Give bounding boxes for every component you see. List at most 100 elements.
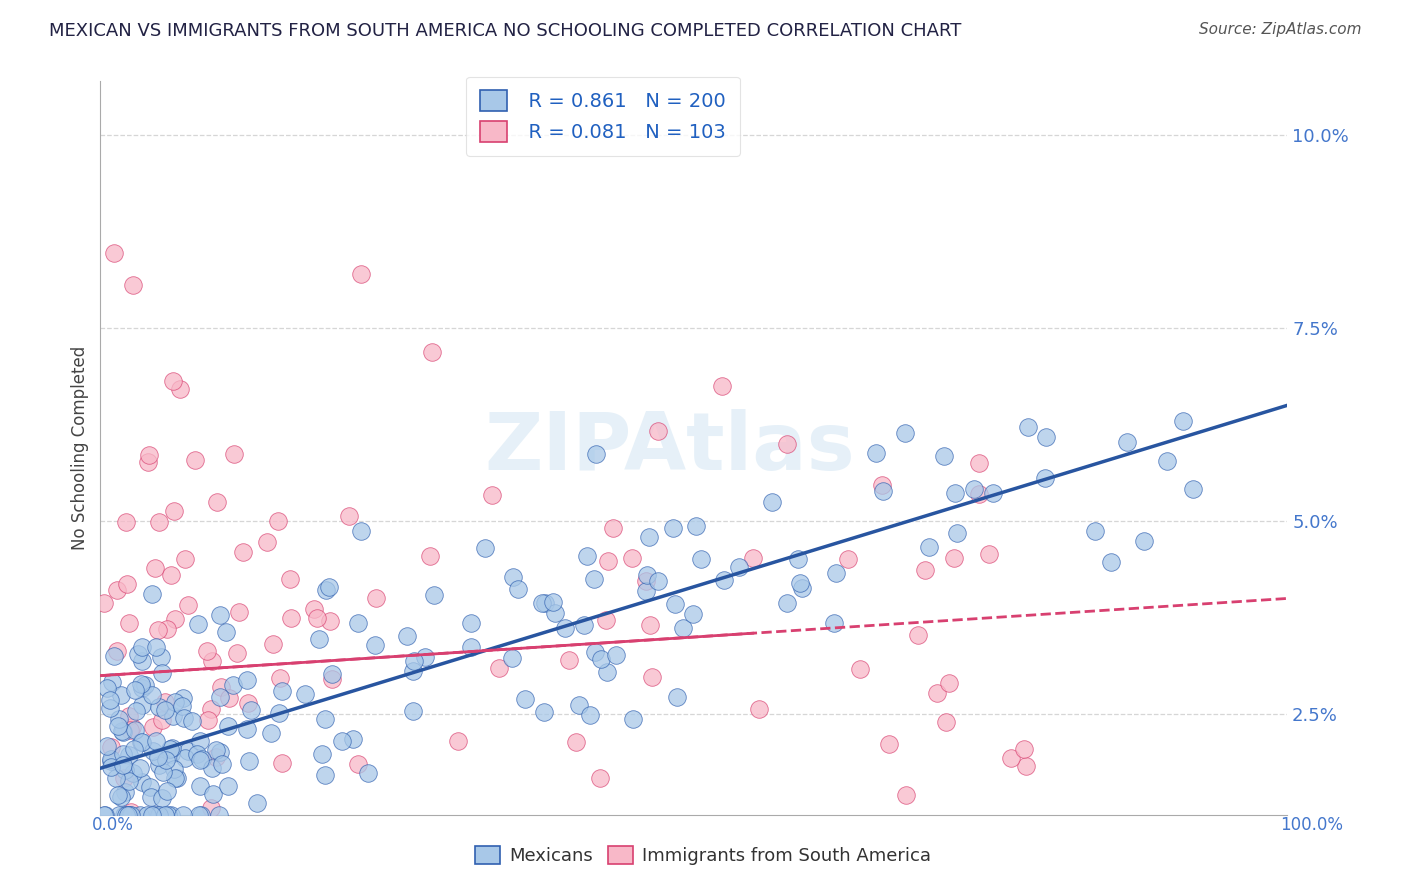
Point bbox=[460, 615, 482, 630]
Point bbox=[748, 702, 770, 716]
Point bbox=[932, 449, 955, 463]
Point bbox=[914, 564, 936, 578]
Point bbox=[236, 673, 259, 687]
Point bbox=[1116, 434, 1139, 449]
Point bbox=[215, 624, 238, 639]
Point bbox=[314, 768, 336, 782]
Point bbox=[169, 382, 191, 396]
Point bbox=[131, 654, 153, 668]
Point bbox=[270, 684, 292, 698]
Point bbox=[131, 774, 153, 789]
Point bbox=[188, 753, 211, 767]
Point bbox=[278, 573, 301, 587]
Point bbox=[112, 757, 135, 772]
Point bbox=[865, 446, 887, 460]
Point bbox=[120, 807, 142, 822]
Point bbox=[339, 508, 361, 523]
Point bbox=[350, 268, 373, 282]
Point bbox=[103, 648, 125, 663]
Point bbox=[741, 551, 763, 566]
Point bbox=[122, 741, 145, 756]
Point bbox=[162, 709, 184, 723]
Point bbox=[221, 825, 243, 839]
Point bbox=[682, 607, 704, 621]
Point bbox=[311, 747, 333, 761]
Point bbox=[314, 712, 336, 726]
Point bbox=[776, 596, 799, 610]
Point bbox=[148, 807, 170, 822]
Text: 0.0%: 0.0% bbox=[91, 816, 134, 834]
Point bbox=[172, 807, 194, 822]
Point bbox=[187, 807, 209, 822]
Point bbox=[787, 552, 810, 566]
Point bbox=[145, 733, 167, 747]
Point bbox=[641, 670, 664, 684]
Point bbox=[530, 596, 553, 610]
Point bbox=[321, 673, 343, 687]
Point bbox=[197, 713, 219, 727]
Point bbox=[647, 424, 669, 438]
Point bbox=[533, 705, 555, 719]
Point bbox=[209, 745, 232, 759]
Point bbox=[246, 796, 269, 810]
Point bbox=[108, 807, 131, 822]
Point bbox=[894, 425, 917, 440]
Point bbox=[200, 702, 222, 716]
Point bbox=[150, 665, 173, 680]
Point bbox=[1015, 759, 1038, 773]
Point bbox=[141, 688, 163, 702]
Point bbox=[579, 708, 602, 723]
Point bbox=[191, 752, 214, 766]
Point bbox=[620, 551, 643, 566]
Point bbox=[761, 495, 783, 509]
Point bbox=[145, 561, 167, 575]
Point bbox=[211, 757, 233, 772]
Point bbox=[664, 597, 686, 611]
Point bbox=[638, 618, 661, 632]
Point bbox=[280, 611, 302, 625]
Point bbox=[132, 819, 155, 833]
Point bbox=[93, 807, 115, 822]
Point bbox=[558, 653, 581, 667]
Point bbox=[115, 807, 138, 822]
Point bbox=[150, 713, 173, 727]
Point bbox=[145, 807, 167, 822]
Point bbox=[163, 771, 186, 785]
Point bbox=[159, 742, 181, 756]
Point bbox=[221, 677, 243, 691]
Point bbox=[602, 521, 624, 535]
Point bbox=[112, 747, 135, 761]
Point bbox=[409, 822, 432, 836]
Point bbox=[501, 650, 523, 665]
Point bbox=[534, 596, 557, 610]
Point bbox=[792, 582, 814, 596]
Point bbox=[346, 756, 368, 771]
Point bbox=[98, 701, 121, 715]
Point bbox=[896, 788, 918, 802]
Point bbox=[1035, 430, 1057, 444]
Legend: Mexicans, Immigrants from South America: Mexicans, Immigrants from South America bbox=[468, 838, 938, 872]
Point bbox=[572, 618, 595, 632]
Point bbox=[710, 379, 733, 393]
Point bbox=[166, 771, 188, 785]
Point bbox=[366, 591, 388, 605]
Point bbox=[107, 719, 129, 733]
Point bbox=[153, 807, 176, 822]
Point bbox=[98, 693, 121, 707]
Point bbox=[181, 714, 204, 729]
Point bbox=[419, 549, 441, 563]
Point bbox=[342, 731, 364, 746]
Point bbox=[637, 530, 659, 544]
Point bbox=[1017, 420, 1039, 434]
Point bbox=[121, 765, 143, 780]
Point bbox=[1181, 483, 1204, 497]
Point bbox=[849, 662, 872, 676]
Point bbox=[114, 785, 136, 799]
Point bbox=[141, 807, 163, 822]
Point bbox=[565, 735, 588, 749]
Point bbox=[201, 761, 224, 775]
Point bbox=[172, 698, 194, 713]
Point bbox=[222, 446, 245, 460]
Point bbox=[142, 720, 165, 734]
Point bbox=[153, 703, 176, 717]
